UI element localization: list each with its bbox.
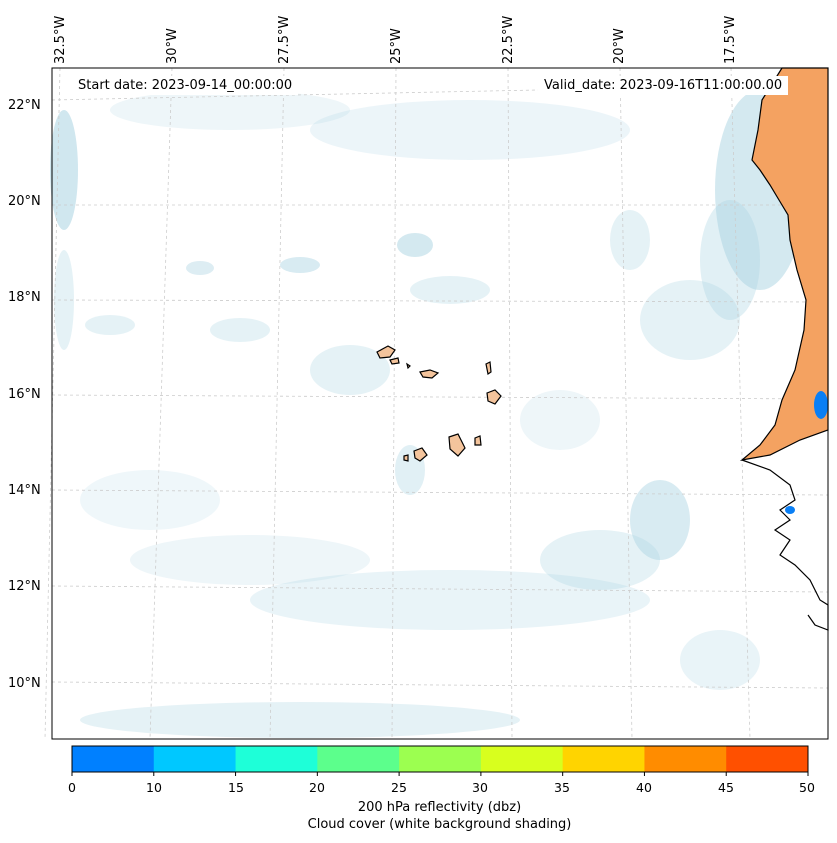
colorbar-tick: 35	[554, 780, 570, 795]
colorbar-tick: 50	[799, 780, 815, 795]
lat-label: 14°N	[8, 483, 41, 498]
lon-label: 30°W	[165, 28, 180, 64]
map-background	[52, 68, 828, 739]
colorbar-frame	[71, 745, 809, 773]
lat-label: 12°N	[8, 579, 41, 594]
colorbar-segment	[562, 746, 645, 772]
colorbar-tick: 45	[718, 780, 734, 795]
colorbar-segment	[153, 746, 237, 772]
lon-label: 27.5°W	[277, 15, 292, 64]
lon-label: 20°W	[612, 28, 627, 64]
colorbar-segment	[480, 746, 564, 772]
colorbar-title: 200 hPa reflectivity (dbz)	[357, 800, 522, 815]
cape-verde-islands	[376, 345, 502, 462]
start-date-label: Start date: 2023-09-14_00:00:00	[72, 76, 299, 95]
cloud-cover-shading	[50, 90, 805, 738]
low-reflectivity-patch-2	[785, 506, 795, 514]
colorbar-tick: 15	[228, 780, 244, 795]
colorbar-tick: 25	[391, 780, 407, 795]
map-frame	[51, 67, 829, 740]
lon-label: 17.5°W	[723, 15, 738, 64]
lat-label: 16°N	[8, 387, 41, 402]
low-reflectivity-patch	[814, 391, 828, 419]
lon-label: 32.5°W	[53, 15, 68, 64]
colorbar-tick: 10	[146, 780, 162, 795]
colorbar-segment	[317, 746, 400, 772]
colorbar-tick: 0	[68, 780, 76, 795]
colorbar-segment	[235, 746, 318, 772]
lat-label: 10°N	[8, 676, 41, 691]
colorbar-tick: 20	[309, 780, 325, 795]
lon-label: 22.5°W	[501, 15, 516, 64]
lat-label: 20°N	[8, 194, 41, 209]
colorbar-tick: 40	[636, 780, 652, 795]
lon-label: 25°W	[389, 28, 404, 64]
valid-date-label: Valid_date: 2023-09-16T11:00:00.00	[538, 76, 789, 95]
colorbar-segment	[726, 746, 809, 772]
lat-label: 18°N	[8, 290, 41, 305]
colorbar-segment	[72, 746, 155, 772]
colorbar-subtitle: Cloud cover (white background shading)	[307, 817, 572, 832]
gridlines	[44, 67, 829, 740]
lat-label: 22°N	[8, 98, 41, 113]
colorbar-segment	[399, 746, 482, 772]
colorbar	[71, 745, 809, 776]
colorbar-segment	[644, 746, 727, 772]
africa-coast-reflectivity	[739, 67, 829, 461]
colorbar-tick: 30	[472, 780, 488, 795]
